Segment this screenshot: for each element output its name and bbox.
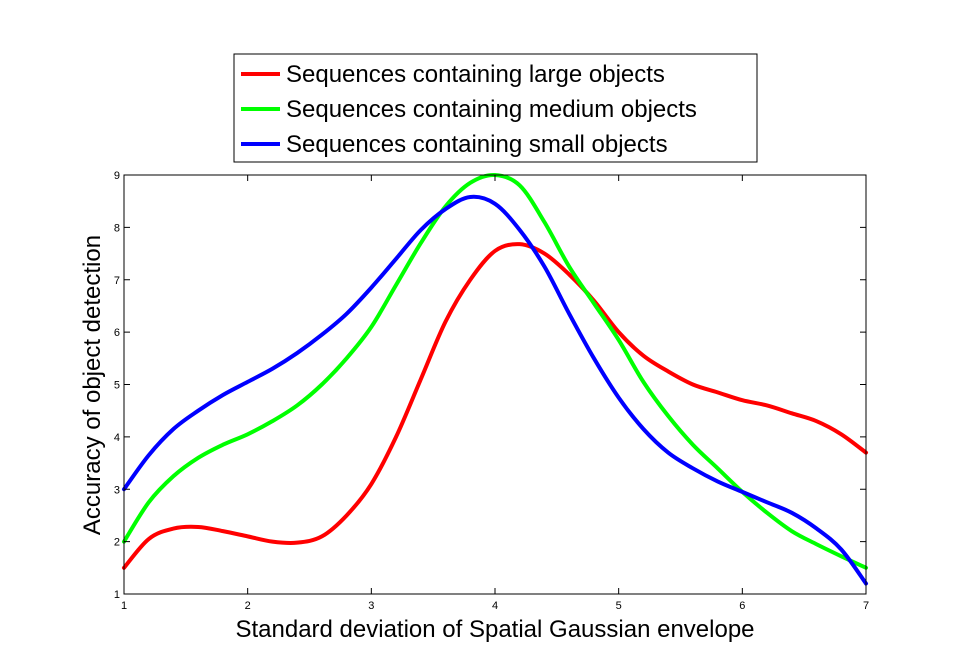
y-tick-label: 6 [114,327,120,339]
legend-label-1: Sequences containing large objects [286,61,665,88]
x-tick-label: 6 [739,600,745,612]
legend-label-2: Sequences containing medium objects [286,96,697,123]
x-tick-label: 4 [492,600,498,612]
legend-label-3: Sequences containing small objects [286,131,668,158]
legend-box [233,53,758,163]
x-tick-label: 2 [245,600,251,612]
tick-layer: 1 2 3 4 5 6 7 1 2 3 4 5 6 7 8 9 [114,170,869,612]
y-tick-label: 9 [114,170,120,182]
x-axis-label: Standard deviation of Spatial Gaussian e… [235,616,754,643]
plot-area [124,175,866,594]
series-line-3 [122,194,868,586]
x-tick-label: 7 [863,600,869,612]
x-tick-label: 3 [368,600,374,612]
y-axis-label: Accuracy of object detection [79,235,106,535]
y-tick-label: 4 [114,432,120,444]
series-line-1 [122,242,868,570]
y-tick-label: 5 [114,380,120,392]
legend: Sequences containing large objects Sequen… [233,53,758,163]
x-tick-label: 5 [616,600,622,612]
y-tick-label: 3 [114,484,120,496]
y-tick-label: 7 [114,275,120,287]
y-tick-label: 2 [114,537,120,549]
y-tick-label: 1 [114,589,120,601]
legend-entries: Sequences containing large objects Sequen… [241,61,697,158]
y-tick-label: 8 [114,222,120,234]
x-tick-label: 1 [121,600,127,612]
